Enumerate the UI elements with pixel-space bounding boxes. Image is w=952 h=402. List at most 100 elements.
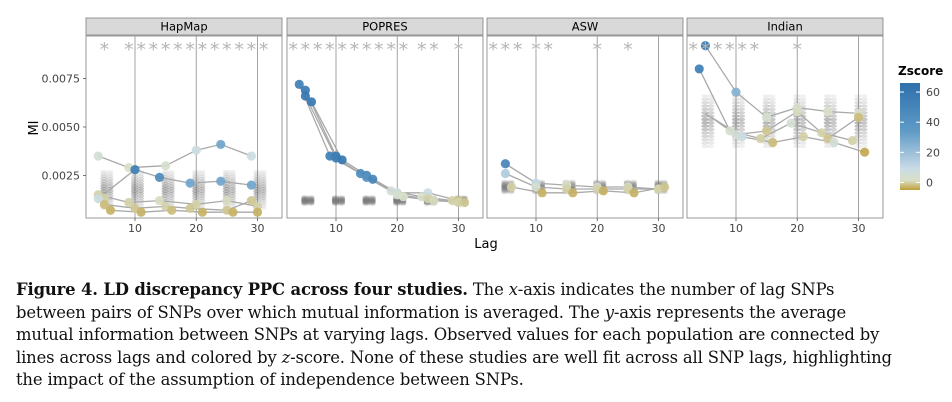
replicate-dot xyxy=(823,117,831,122)
replicate-dot xyxy=(337,197,346,201)
replicate-dot xyxy=(307,195,315,199)
replicate-dot xyxy=(423,202,431,206)
caption-line-1: Figure 4. LD discrepancy PPC across four… xyxy=(16,279,936,302)
replicate-dot xyxy=(707,131,715,135)
replicate-dot xyxy=(501,181,509,186)
significance-star: * xyxy=(247,39,257,61)
observed-point xyxy=(124,197,134,208)
replicate-dot xyxy=(130,177,139,181)
replicate-dot xyxy=(337,195,346,199)
replicate-dot xyxy=(167,196,175,201)
replicate-dot xyxy=(259,182,267,186)
replicate-dot xyxy=(130,179,139,184)
replicate-dot xyxy=(501,182,509,187)
replicate-dot xyxy=(599,179,607,183)
replicate-dot xyxy=(731,111,740,115)
replicate-dot xyxy=(829,114,837,118)
replicate-dot xyxy=(100,184,108,188)
replicate-dot xyxy=(228,189,236,193)
replicate-dot xyxy=(762,104,770,108)
replicate-dot xyxy=(793,117,801,122)
replicate-dot xyxy=(337,202,346,206)
observed-point xyxy=(506,182,517,192)
replicate-dot xyxy=(368,197,376,201)
replicate-dot xyxy=(307,199,315,203)
y-axis-label: MI xyxy=(27,120,42,135)
replicate-dot xyxy=(768,121,776,125)
replicate-dot xyxy=(136,201,145,206)
replicate-dot xyxy=(799,141,807,145)
replicate-dot xyxy=(829,127,837,132)
replicate-dot xyxy=(337,195,346,199)
replicate-dot xyxy=(337,196,346,200)
replicate-dot xyxy=(799,144,807,149)
replicate-dot xyxy=(301,195,309,199)
replicate-dot xyxy=(301,198,309,202)
replicate-dot xyxy=(106,191,114,196)
x-tick-label: 10 xyxy=(529,222,543,235)
observed-point xyxy=(337,155,347,165)
replicate-dot xyxy=(823,97,831,102)
observed-point xyxy=(93,194,103,204)
observed-point xyxy=(93,151,103,161)
replicate-dot xyxy=(629,181,637,185)
replicate-dot xyxy=(362,196,370,200)
replicate-dot xyxy=(307,196,315,200)
caption-line2-rest: -axis represents the average xyxy=(613,302,847,322)
replicate-dot xyxy=(501,189,509,193)
replicate-dot xyxy=(368,197,376,201)
replicate-dot xyxy=(507,179,515,183)
replicate-dot xyxy=(829,94,837,98)
replicate-dot xyxy=(307,202,315,206)
replicate-dot xyxy=(130,191,139,196)
replicate-dot xyxy=(100,182,108,186)
replicate-dot xyxy=(259,191,267,196)
replicate-dot xyxy=(362,196,370,200)
replicate-dot xyxy=(301,201,309,206)
caption-x-symbol: x xyxy=(508,280,518,299)
replicate-dot xyxy=(106,169,114,174)
observed-point xyxy=(694,64,704,74)
replicate-dot xyxy=(737,104,746,108)
replicate-dot xyxy=(161,179,169,184)
caption-line-5: the impact of the assumption of independ… xyxy=(16,370,524,390)
significance-star: * xyxy=(593,39,603,61)
significance-star: * xyxy=(185,39,195,61)
replicate-dot xyxy=(228,169,236,174)
replicate-dot xyxy=(222,174,230,179)
replicate-dot xyxy=(259,179,267,184)
replicate-dot xyxy=(368,200,376,205)
replicate-dot xyxy=(762,121,770,125)
replicate-dot xyxy=(368,195,376,199)
significance-star: * xyxy=(513,39,523,61)
replicate-dot xyxy=(259,194,267,198)
replicate-dot xyxy=(192,177,200,181)
observed-point xyxy=(105,205,116,215)
replicate-dot xyxy=(307,201,315,206)
replicate-dot xyxy=(307,200,315,205)
observed-point xyxy=(786,118,796,128)
replicate-dot xyxy=(501,188,509,192)
significance-star: * xyxy=(737,39,747,61)
replicate-dot xyxy=(701,127,709,132)
replicate-dot xyxy=(854,131,862,135)
replicate-dot xyxy=(393,198,401,203)
replicate-dot xyxy=(167,169,175,174)
replicate-dot xyxy=(707,107,715,112)
replicate-dot xyxy=(799,94,807,98)
replicate-dot xyxy=(593,179,601,183)
observed-point xyxy=(429,195,439,206)
replicate-dot xyxy=(629,179,637,183)
observed-point xyxy=(568,188,578,198)
observed-point xyxy=(700,41,710,51)
replicate-dot xyxy=(331,197,340,201)
replicate-dot xyxy=(737,117,746,122)
replicate-dot xyxy=(854,134,862,138)
replicate-dot xyxy=(423,202,431,207)
significance-star: * xyxy=(623,39,633,61)
replicate-dot xyxy=(167,172,175,176)
replicate-dot xyxy=(130,194,139,198)
replicate-dot xyxy=(860,141,868,145)
replicate-dot xyxy=(331,198,340,203)
